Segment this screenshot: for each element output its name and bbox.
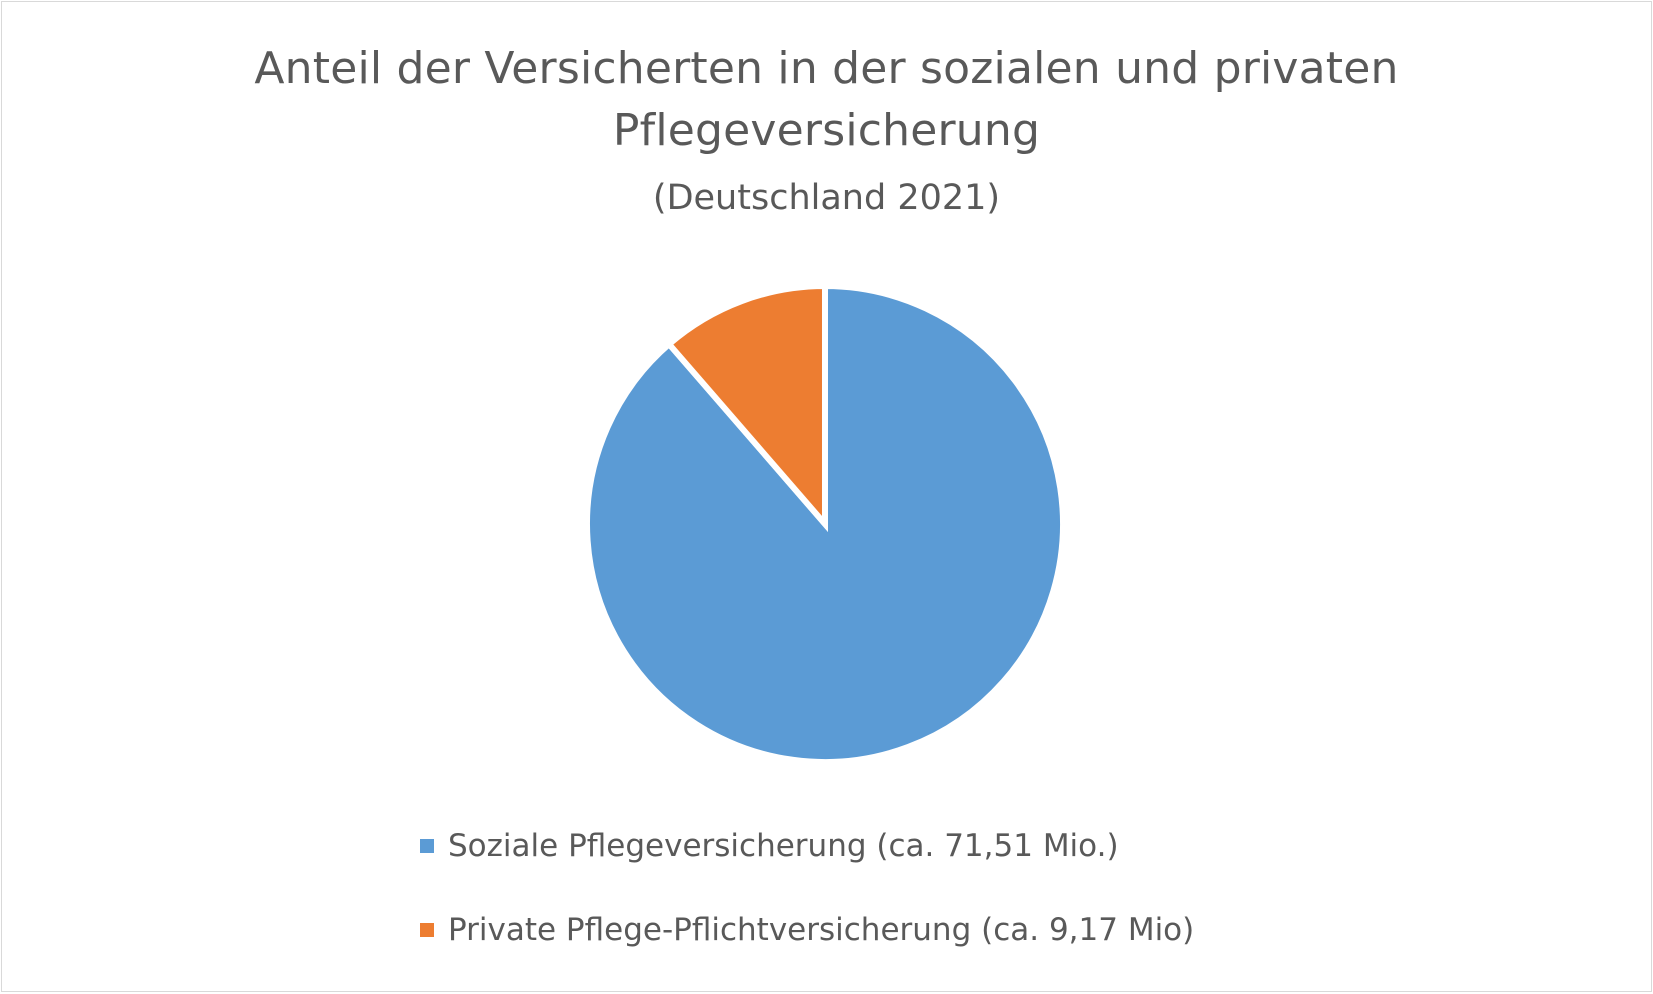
pie-slice-private	[664, 282, 828, 533]
legend-item-private: Private Pflege-Pflichtversicherung (ca. …	[420, 910, 1194, 950]
legend-label-private: Private Pflege-Pflichtversicherung (ca. …	[448, 912, 1195, 948]
pie-slices	[584, 282, 1066, 765]
legend-label-soziale: Soziale Pflegeversicherung (ca. 71,51 Mi…	[448, 828, 1119, 864]
chart-title-text: Anteil der Versicherten in der sozialen …	[254, 43, 1399, 156]
chart-title: Anteil der Versicherten in der sozialen …	[0, 38, 1653, 162]
chart-subtitle: (Deutschland 2021)	[652, 178, 1001, 218]
legend-swatch-soziale	[420, 839, 434, 853]
legend-item-soziale: Soziale Pflegeversicherung (ca. 71,51 Mi…	[420, 826, 1194, 866]
legend: Soziale Pflegeversicherung (ca. 71,51 Mi…	[420, 826, 1194, 994]
legend-swatch-private	[420, 923, 434, 937]
